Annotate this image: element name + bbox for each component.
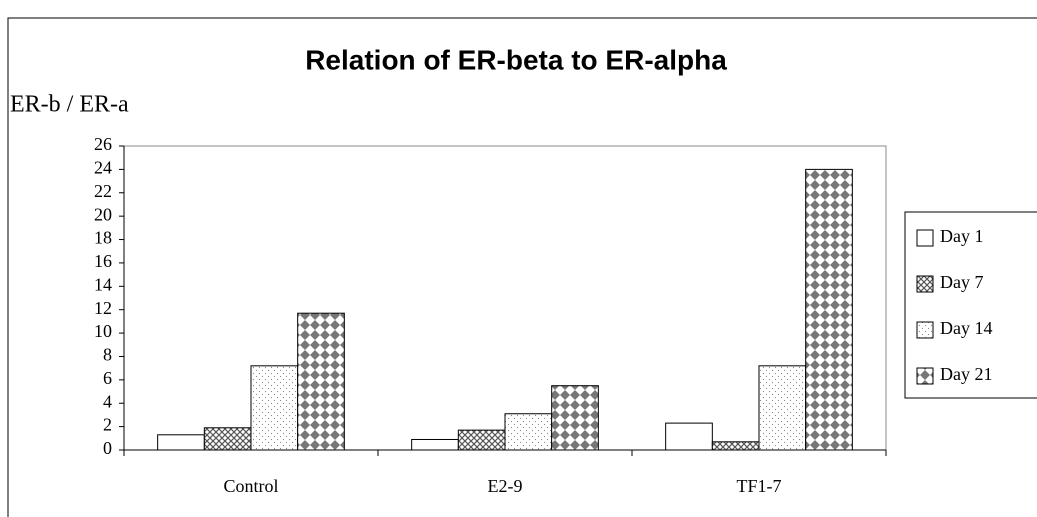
bar bbox=[805, 168, 853, 451]
y-tick-label: 24 bbox=[94, 158, 112, 178]
frame bbox=[7, 17, 1037, 517]
legend-label: Day 7 bbox=[940, 272, 984, 292]
bar bbox=[711, 441, 760, 451]
x-tick-label: TF1-7 bbox=[737, 476, 782, 496]
y-tick-label: 2 bbox=[103, 415, 112, 435]
bar bbox=[758, 365, 807, 451]
y-tick-label: 14 bbox=[94, 274, 112, 294]
bar bbox=[457, 429, 506, 451]
bar bbox=[203, 427, 252, 451]
legend-swatch bbox=[916, 367, 934, 385]
y-tick-label: 12 bbox=[94, 298, 112, 318]
y-tick-label: 20 bbox=[94, 204, 112, 224]
x-tick-label: Control bbox=[223, 476, 278, 496]
legend-swatch bbox=[916, 321, 934, 339]
legend-label: Day 1 bbox=[940, 226, 984, 246]
y-tick-label: 10 bbox=[94, 321, 112, 341]
bar bbox=[297, 312, 345, 451]
bar bbox=[665, 422, 713, 451]
legend-label: Day 21 bbox=[940, 364, 993, 384]
y-tick-label: 18 bbox=[94, 228, 112, 248]
legend-swatch bbox=[916, 229, 934, 247]
y-axis-label: ER-b / ER-a bbox=[10, 92, 129, 118]
legend-label: Day 14 bbox=[940, 318, 993, 338]
bar bbox=[157, 434, 205, 451]
bar bbox=[504, 413, 553, 451]
x-tick-label: E2-9 bbox=[488, 476, 523, 496]
y-tick-label: 6 bbox=[103, 368, 112, 388]
y-tick-label: 0 bbox=[103, 438, 112, 458]
y-tick-label: 22 bbox=[94, 181, 112, 201]
y-tick-label: 16 bbox=[94, 251, 112, 271]
bar bbox=[250, 365, 299, 451]
bar bbox=[411, 438, 459, 451]
legend-swatch bbox=[916, 275, 934, 293]
y-tick-label: 4 bbox=[103, 391, 112, 411]
y-tick-label: 8 bbox=[103, 345, 112, 365]
bar bbox=[551, 385, 599, 451]
chart-title: Relation of ER-beta to ER-alpha bbox=[305, 44, 727, 75]
y-tick-label: 26 bbox=[94, 134, 112, 154]
